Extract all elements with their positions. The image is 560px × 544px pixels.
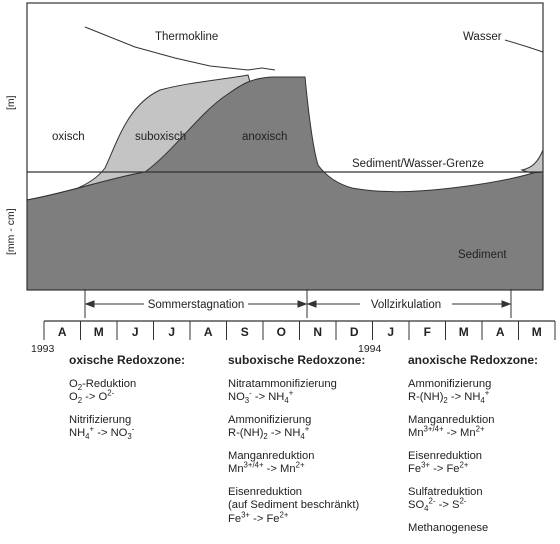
zone-suboxic-title: suboxische Redoxzone: bbox=[228, 353, 366, 367]
month-label: O bbox=[277, 325, 286, 339]
entry: Manganreduktion Mn3+/4+ -> Mn2+ bbox=[228, 450, 365, 477]
month-label: M bbox=[532, 325, 542, 339]
entry-formula: O2 -> O2- bbox=[69, 388, 115, 406]
entry-formula: Fe3+ -> Fe2+ bbox=[408, 460, 469, 475]
month-label: J bbox=[168, 325, 175, 339]
entry-note: (auf Sediment beschränkt) bbox=[228, 499, 360, 511]
entry-name: Manganreduktion bbox=[228, 449, 315, 462]
entry-name: O2-Reduktion bbox=[69, 377, 137, 392]
month-label: S bbox=[241, 325, 249, 339]
label-sediment-wasser-grenze: Sediment/Wasser-Grenze bbox=[352, 158, 484, 170]
label-anoxisch: anoxisch bbox=[242, 131, 287, 143]
entry-formula: NO3- -> NH4+ bbox=[228, 388, 294, 406]
entry-name: Ammonifizierung bbox=[408, 377, 492, 390]
entry: Sulfatreduktion SO42- -> S2- bbox=[408, 486, 538, 513]
zone-anoxic: anoxische Redoxzone: Ammonifizierung R-(… bbox=[408, 353, 539, 544]
entry-name: Nitratammonifizierung bbox=[228, 377, 337, 390]
month-label: M bbox=[459, 325, 469, 339]
month-label: M bbox=[94, 325, 104, 339]
zone-suboxic: suboxische Redoxzone: Nitratammonifizier… bbox=[228, 353, 366, 535]
month-label: D bbox=[350, 325, 359, 339]
entry-formula: R-(NH)2 -> NH4+ bbox=[228, 424, 310, 442]
month-label: F bbox=[424, 325, 431, 339]
entry-name: Eisenreduktion bbox=[228, 485, 303, 498]
year-1993: 1993 bbox=[31, 343, 55, 354]
diagram-frame bbox=[26, 2, 544, 291]
label-sediment: Sediment bbox=[458, 249, 507, 261]
period-arrows bbox=[84, 289, 512, 318]
month-label: A bbox=[204, 325, 213, 339]
month-label: J bbox=[387, 325, 394, 339]
year-1994: 1994 bbox=[358, 343, 382, 354]
entry-name: Methanogenese bbox=[408, 521, 489, 534]
entry: Nitrifizierung NH4+ -> NO3- bbox=[69, 414, 185, 441]
entry-formula: R-(NH)2 -> NH4+ bbox=[408, 388, 490, 406]
month-label: J bbox=[132, 325, 139, 339]
entry-formula: Mn3+/4+ -> Mn2+ bbox=[408, 424, 485, 439]
label-suboxisch: suboxisch bbox=[135, 131, 186, 143]
entry: Manganreduktion Mn3+/4+ -> Mn2+ bbox=[408, 414, 538, 441]
label-sommerstagnation: Sommerstagnation bbox=[148, 299, 245, 311]
y-axis-label-lower: [mm - cm] bbox=[5, 208, 17, 255]
entry-name: Sulfatreduktion bbox=[408, 485, 483, 498]
entry-formula: Fe3+ -> Fe2+ bbox=[228, 509, 289, 525]
entry-formula: Mn3+/4+ -> Mn2+ bbox=[228, 460, 305, 475]
zone-oxic: oxische Redoxzone: O2-Reduktion O2 -> O2… bbox=[69, 353, 186, 450]
month-label: A bbox=[58, 325, 67, 339]
entry-name: Eisenreduktion bbox=[408, 449, 483, 462]
right-bump bbox=[520, 149, 544, 174]
label-wasser: Wasser bbox=[463, 31, 502, 43]
y-axis-label-upper: [m] bbox=[5, 95, 17, 110]
entry-name: Manganreduktion bbox=[408, 413, 495, 426]
month-label: A bbox=[496, 325, 505, 339]
entry: O2-Reduktion O2 -> O2- bbox=[69, 378, 185, 405]
entry: Eisenreduktion Fe3+ -> Fe2+ bbox=[408, 450, 538, 477]
label-thermokline: Thermokline bbox=[155, 31, 218, 43]
entry: Methanogenese bbox=[408, 522, 538, 536]
entry: Ammonifizierung R-(NH)2 -> NH4+ bbox=[228, 414, 365, 441]
zone-anoxic-title: anoxische Redoxzone: bbox=[408, 353, 539, 367]
entry: Ammonifizierung R-(NH)2 -> NH4+ bbox=[408, 378, 538, 405]
entry-formula: NH4+ -> NO3- bbox=[69, 424, 135, 442]
label-oxisch: oxisch bbox=[52, 131, 85, 143]
entry: Nitratammonifizierung NO3- -> NH4+ bbox=[228, 378, 365, 405]
label-vollzirkulation: Vollzirkulation bbox=[371, 299, 441, 311]
entry-formula: SO42- -> S2- bbox=[408, 496, 467, 514]
entry: Eisenreduktion (auf Sediment beschränkt)… bbox=[228, 486, 365, 527]
zone-oxic-title: oxische Redoxzone: bbox=[69, 353, 186, 367]
entry-name: Nitrifizierung bbox=[69, 413, 132, 426]
water-line bbox=[504, 39, 544, 53]
entry-name: Ammonifizierung bbox=[228, 413, 312, 426]
redox-diagram: Thermokline Wasser oxisch suboxisch anox… bbox=[5, 2, 556, 354]
month-label: N bbox=[313, 325, 322, 339]
thermocline-line bbox=[84, 26, 276, 71]
